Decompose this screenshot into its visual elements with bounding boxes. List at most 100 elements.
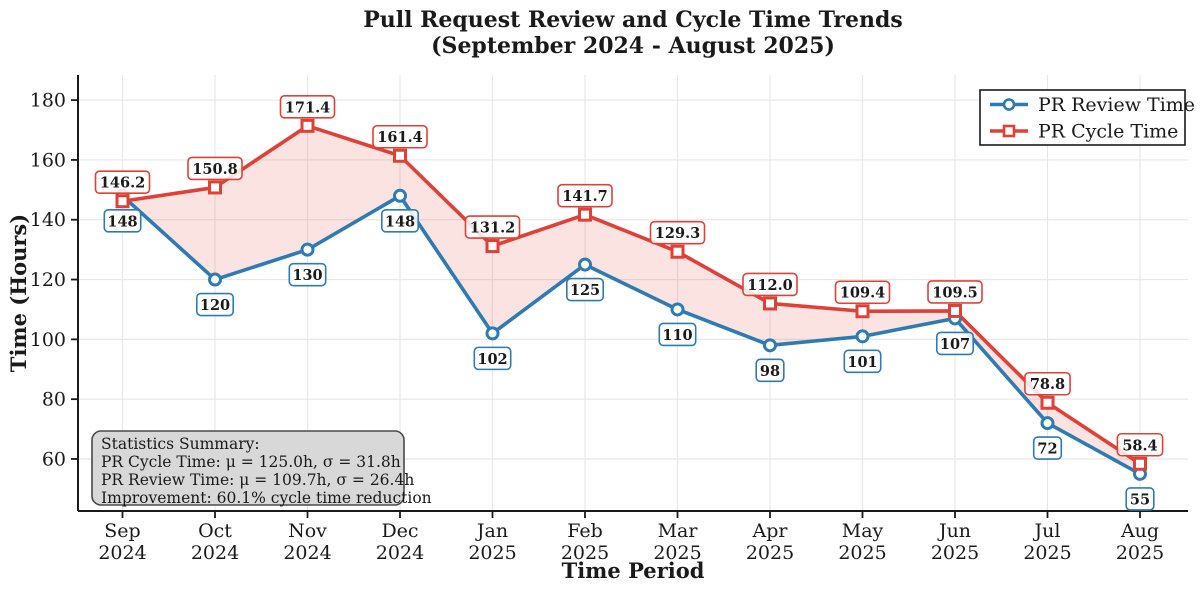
fill-between-area	[122, 125, 1140, 474]
point-label-box	[843, 349, 882, 374]
marker-square	[393, 148, 407, 163]
point-label-text: 130	[292, 267, 322, 284]
marker-circle	[300, 242, 315, 257]
point-label-box	[742, 272, 798, 297]
y-tick-label: 80	[42, 389, 66, 411]
point-label-text: 98	[760, 363, 780, 380]
point-label-box	[565, 277, 604, 302]
point-label-text: 148	[107, 213, 137, 230]
y-tick-label: 140	[30, 209, 66, 231]
point-label-text: 171.4	[285, 99, 330, 116]
y-tick-label: 180	[30, 90, 66, 112]
stats-box-line: Statistics Summary:	[101, 435, 260, 453]
y-tick-label: 160	[30, 149, 66, 171]
marker-square	[578, 207, 592, 222]
stats-box-line: PR Cycle Time: μ = 125.0h, σ = 31.8h	[101, 453, 401, 471]
point-label-text: 109.5	[932, 284, 977, 301]
x-tick-label-year: 2025	[1023, 542, 1071, 564]
x-tick-label-year: 2025	[1116, 542, 1164, 564]
marker-square	[948, 303, 962, 318]
x-tick-label-year: 2025	[653, 542, 701, 564]
point-label-text: 109.4	[840, 285, 885, 302]
x-tick-label-month: Jan	[475, 520, 508, 542]
marker-square	[1133, 456, 1147, 471]
marker-square	[485, 239, 500, 254]
marker-square	[855, 304, 870, 319]
point-label-text: 150.8	[192, 161, 237, 178]
point-label-text: 102	[477, 351, 507, 368]
point-label-box	[380, 209, 419, 233]
marker-circle	[670, 302, 685, 317]
marker-square	[208, 180, 222, 195]
axis-title-y: Time (Hours)	[6, 214, 31, 372]
point-label-box	[1024, 371, 1071, 396]
legend-marker-circle	[1002, 98, 1016, 111]
point-label-box	[187, 156, 243, 181]
x-tick-label-month: Sep	[104, 520, 140, 542]
point-label-text: 146.2	[100, 175, 145, 192]
point-label-box	[288, 262, 327, 287]
point-label-text: 110	[662, 327, 692, 344]
x-tick-label-month: Apr	[752, 520, 789, 542]
point-label-box	[94, 170, 151, 194]
x-tick-label-month: Jul	[1033, 520, 1061, 542]
marker-circle	[208, 272, 222, 287]
point-label-text: 141.7	[562, 188, 607, 205]
point-label-box	[834, 280, 891, 305]
x-tick-label-year: 2025	[561, 542, 609, 564]
x-tick-label-year: 2025	[746, 542, 794, 564]
point-label-text: 161.4	[377, 129, 422, 146]
y-tick-label: 60	[42, 448, 66, 470]
point-label-text: 120	[200, 297, 230, 314]
point-label-box	[1032, 436, 1063, 460]
point-labels-pr-review-time: 148 120 130 148 102 125 110 98 101 107 72 55	[103, 209, 1155, 511]
marker-square	[300, 118, 315, 133]
x-tick-label-year: 2024	[98, 542, 146, 564]
y-tick-label: 120	[30, 269, 66, 291]
axes: 6080100120140160180Sep2024Oct2024Nov2024…	[30, 75, 1188, 564]
marker-circle	[485, 326, 500, 341]
point-label-box	[658, 322, 697, 347]
point-label-box	[473, 346, 512, 371]
x-tick-label-year: 2025	[931, 542, 979, 564]
marker-circle	[1040, 416, 1055, 431]
chart-title: Pull Request Review and Cycle Time Trend…	[363, 7, 903, 33]
x-tick-label-year: 2024	[283, 542, 331, 564]
x-tick-label-month: Oct	[198, 520, 232, 542]
stats-box-line: Improvement: 60.1% cycle time reduction	[101, 489, 432, 507]
point-label-text: 58.4	[1122, 437, 1157, 454]
markers-pr-cycle-time	[115, 118, 1147, 471]
marker-circle	[763, 338, 777, 353]
point-label-box	[649, 220, 706, 245]
marker-circle	[393, 188, 407, 203]
point-label-box	[279, 95, 336, 119]
point-label-box	[1125, 487, 1155, 511]
point-label-box	[196, 292, 235, 317]
x-tick-label-month: Feb	[567, 520, 603, 542]
x-tick-label-month: Mar	[658, 520, 699, 542]
point-label-text: 112.0	[747, 277, 792, 294]
point-label-text: 107	[940, 336, 970, 353]
marker-square	[115, 194, 130, 209]
x-tick-label-month: Dec	[381, 520, 418, 542]
point-label-text: 148	[385, 213, 415, 230]
x-tick-label-month: Jun	[937, 520, 971, 542]
point-label-box	[464, 215, 521, 239]
axis-title-x: Time Period	[562, 558, 705, 583]
legend-label: PR Review Time	[1038, 94, 1195, 116]
stats-box-line: PR Review Time: μ = 109.7h, σ = 26.4h	[101, 471, 414, 489]
point-label-box	[372, 124, 428, 149]
point-label-text: 129.3	[655, 225, 700, 242]
marker-square	[763, 296, 777, 311]
x-tick-label-month: Nov	[288, 520, 327, 542]
marker-circle	[855, 329, 870, 344]
x-tick-label-year: 2024	[191, 542, 239, 564]
plot-gridlines	[78, 75, 1188, 511]
x-tick-label-year: 2024	[376, 542, 424, 564]
legend-marker-square	[1002, 124, 1016, 138]
marker-square	[1040, 395, 1055, 410]
point-label-text: 72	[1037, 441, 1057, 458]
marker-circle	[578, 257, 592, 272]
point-label-text: 101	[847, 354, 877, 371]
